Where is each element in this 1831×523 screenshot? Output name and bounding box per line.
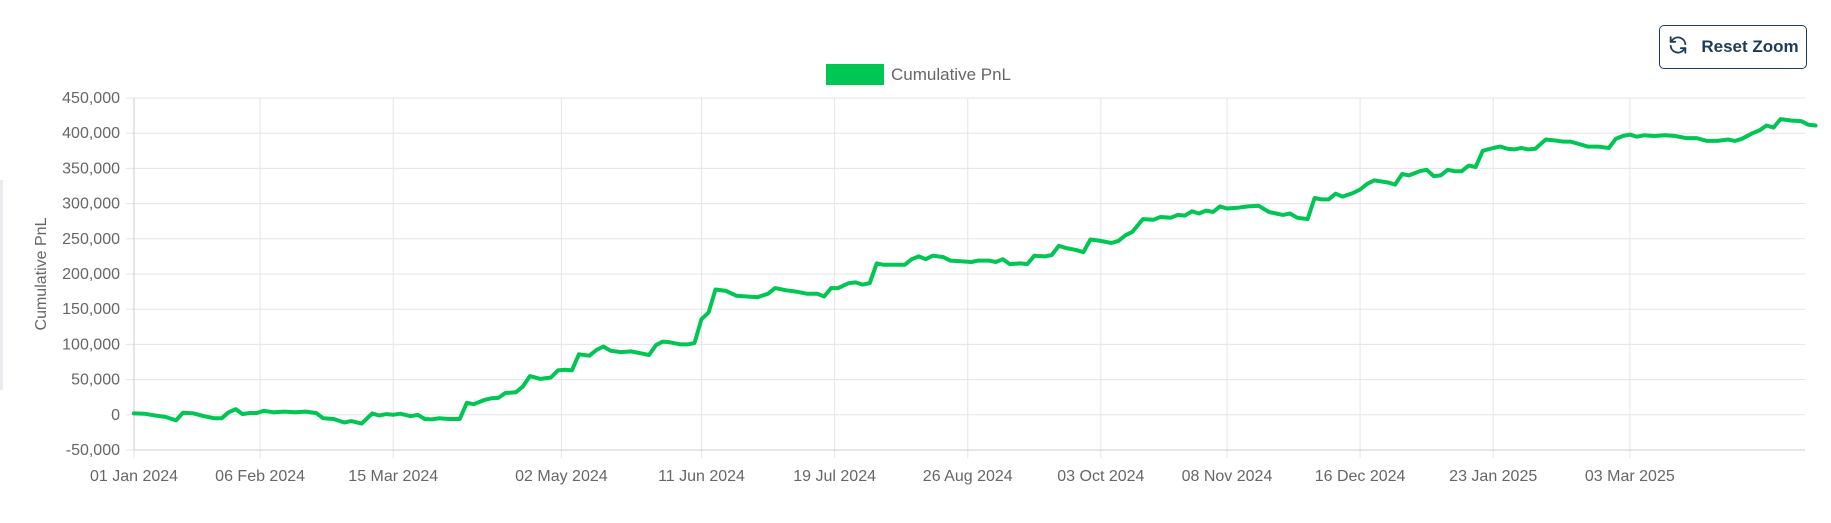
grid [126,97,1805,458]
y-axis-title: Cumulative PnL [33,217,50,330]
x-tick-label: 11 Jun 2024 [658,468,745,485]
x-tick-label: 26 Aug 2024 [923,468,1013,485]
y-tick-label: 400,000 [62,125,120,142]
y-tick-label: 250,000 [62,231,120,248]
y-tick-label: 300,000 [62,196,120,213]
x-tick-label: 19 Jul 2024 [793,468,876,485]
y-tick-label: 150,000 [62,301,120,318]
x-axis: 01 Jan 2024 06 Feb 2024 15 Mar 2024 02 May … [90,468,1675,485]
x-tick-label: 03 Oct 2024 [1057,468,1144,485]
x-tick-label: 08 Nov 2024 [1182,468,1273,485]
x-tick-label: 16 Dec 2024 [1315,468,1406,485]
x-tick-label: 01 Jan 2024 [90,468,178,485]
legend: Cumulative PnL [826,64,1011,85]
y-tick-label: 50,000 [71,372,120,389]
reset-zoom-label: Reset Zoom [1701,37,1799,56]
series-layer [132,117,1818,426]
legend-swatch [826,64,884,85]
x-tick-label: 06 Feb 2024 [215,468,305,485]
series-line-cumulative-pnl[interactable] [132,117,1818,426]
y-tick-label: 0 [111,407,120,424]
x-tick-label: 03 Mar 2025 [1585,468,1675,485]
y-tick-label: 100,000 [62,336,120,353]
y-tick-label: 350,000 [62,160,120,177]
x-tick-label: 23 Jan 2025 [1449,468,1537,485]
y-tick-label: 450,000 [62,90,120,107]
legend-label[interactable]: Cumulative PnL [891,65,1011,84]
side-panel-handle [0,180,3,390]
reset-zoom-button[interactable]: Reset Zoom [1659,25,1807,69]
x-tick-label: 15 Mar 2024 [348,468,438,485]
x-tick-label: 02 May 2024 [515,468,608,485]
y-tick-label: -50,000 [66,442,120,459]
y-axis: 450,000 400,000 350,000 300,000 250,000 200,0… [62,90,120,459]
y-tick-label: 200,000 [62,266,120,283]
refresh-icon [1667,34,1689,61]
